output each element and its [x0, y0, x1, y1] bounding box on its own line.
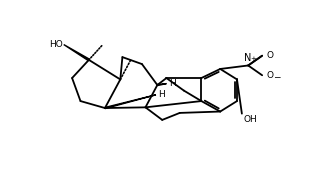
- Text: O: O: [266, 71, 273, 80]
- Text: HO: HO: [49, 40, 62, 49]
- Text: H: H: [158, 90, 165, 99]
- Polygon shape: [64, 45, 89, 61]
- Text: O: O: [266, 51, 273, 60]
- Text: OH: OH: [243, 115, 257, 124]
- Text: −: −: [273, 72, 280, 81]
- Polygon shape: [105, 95, 156, 109]
- Text: +: +: [250, 56, 256, 62]
- Text: H: H: [169, 79, 176, 88]
- Text: N: N: [244, 53, 252, 63]
- Polygon shape: [157, 84, 166, 86]
